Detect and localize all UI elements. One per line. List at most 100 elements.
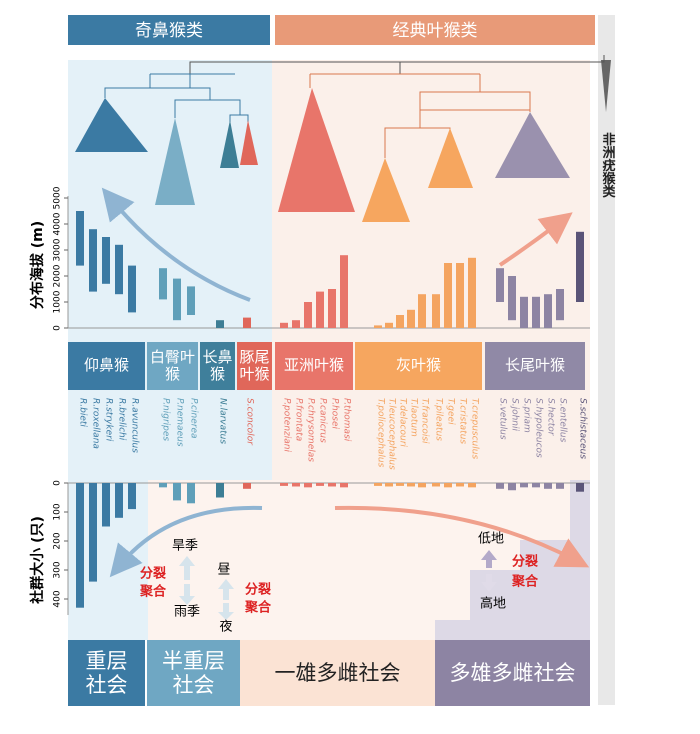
annotation: 昼 — [217, 563, 230, 578]
elevation-bar — [340, 255, 348, 328]
annotation: 分裂 — [140, 566, 167, 582]
clade-nasalis — [220, 120, 239, 168]
elevation-bar — [304, 302, 312, 328]
group-size-bar — [532, 483, 540, 488]
clade-semnopithecus — [495, 112, 570, 178]
genus-box-text: 仰鼻猴 — [83, 356, 129, 375]
species-label: N.larvatus — [218, 398, 228, 444]
y-tick-label: 0 — [53, 480, 63, 486]
elevation-bar — [456, 263, 464, 328]
elevation-bar — [243, 317, 251, 328]
group-size-bar — [304, 483, 312, 488]
genus-box-text: 灰叶猴 — [395, 356, 441, 375]
annotation: 聚合 — [139, 584, 167, 600]
group-size-bar — [374, 483, 382, 486]
header-left — [68, 15, 270, 45]
group-size-bar — [340, 483, 348, 488]
annotation: 高地 — [480, 596, 506, 612]
species-label: T.francoisi — [420, 398, 430, 444]
species-label: R.brelichi — [117, 398, 127, 441]
group-size-bar — [556, 483, 564, 489]
elevation-bar — [544, 294, 552, 328]
elevation-bar — [576, 231, 584, 302]
group-size-bar — [89, 483, 97, 582]
group-size-bar — [576, 483, 584, 492]
y-tick-label: 4000 — [53, 212, 63, 235]
species-label: S.concolor — [245, 398, 255, 446]
trend-arrow — [101, 187, 251, 302]
group-size-bar — [173, 483, 181, 501]
species-label: T.cristatus — [458, 398, 468, 444]
species-label: T.crepusculus — [470, 398, 480, 459]
species-label: P.frontata — [294, 398, 304, 441]
clade-rhinopithecus — [75, 98, 148, 152]
genus-box: 长鼻猴 — [200, 342, 235, 390]
species-label: S.entellus — [558, 398, 568, 443]
elevation-bar — [115, 244, 123, 295]
elevation-bar — [89, 229, 97, 292]
species-label: S.hector — [546, 398, 556, 437]
elevation-bar — [532, 296, 540, 328]
y-tick-label: 0 — [53, 325, 63, 331]
clade-simias — [240, 120, 258, 165]
genus-box-text: 长尾叶猴 — [504, 356, 565, 375]
elevation-bar — [432, 294, 440, 328]
clade-trachypithecus-a — [362, 158, 410, 222]
species-label: R.strykeri — [104, 398, 114, 442]
species-label: T.geei — [446, 398, 456, 425]
y-tick-label: 2000 — [53, 264, 63, 287]
elevation-bar — [292, 320, 300, 328]
social-box-text: 一雄多雌社会 — [274, 660, 401, 685]
group-size-bar — [316, 483, 324, 486]
clade-trachypithecus-b — [428, 128, 473, 188]
clade-presbytis — [278, 88, 355, 212]
african-triangle — [601, 60, 611, 112]
annotation: 聚合 — [244, 600, 272, 616]
social-box-text: 重层社会 — [85, 648, 128, 697]
group-size-bar — [115, 483, 123, 518]
species-label: P.hosei — [330, 398, 340, 429]
group-size-bar — [432, 483, 440, 487]
genus-box-text: 亚洲叶猴 — [283, 356, 344, 375]
y-tick-label: 200 — [53, 532, 63, 549]
species-label: S.johnii — [510, 398, 520, 431]
species-label: T.delacouri — [398, 398, 408, 447]
elevation-bar — [187, 286, 195, 315]
y-tick-label: 5000 — [53, 186, 63, 209]
header-right — [275, 15, 595, 45]
y-tick-label: 400 — [53, 590, 63, 607]
group-size-bar — [508, 483, 516, 491]
elevation-bar — [520, 296, 528, 328]
elevation-bar — [396, 315, 404, 328]
group-size-bar — [407, 483, 415, 487]
header-left-text: 奇鼻猴类 — [135, 21, 203, 41]
annotation: 分裂 — [245, 582, 272, 598]
species-label: P.canicrus — [318, 398, 328, 443]
annotation: 雨季 — [174, 605, 200, 620]
group-size-bar — [468, 483, 476, 488]
species-label: R.roxellana — [91, 398, 101, 449]
elevation-bar — [216, 320, 224, 328]
elevation-bar — [102, 237, 110, 284]
species-label: R.bieti — [78, 398, 88, 427]
species-label: P.chrysomelas — [306, 398, 316, 462]
group-size-bar — [520, 483, 528, 488]
group-size-bar — [102, 483, 110, 527]
elevation-bar — [444, 263, 452, 328]
genus-box: 长尾叶猴 — [485, 342, 585, 390]
annotation: 分裂 — [512, 554, 539, 570]
group-size-bar — [418, 483, 426, 488]
species-label: S.hypoleucos — [534, 398, 544, 458]
group-size-bar — [292, 483, 300, 487]
elevation-bar — [374, 325, 382, 328]
group-size-bar — [456, 483, 464, 487]
species-label: P.thomasi — [342, 398, 352, 442]
group-size-bar — [496, 483, 504, 489]
y-tick-label: 300 — [53, 561, 63, 578]
elevation-bar — [418, 294, 426, 328]
species-label: T.pileatus — [434, 398, 444, 441]
species-label: T.laotum — [409, 398, 419, 437]
group-size-bar — [216, 483, 224, 498]
